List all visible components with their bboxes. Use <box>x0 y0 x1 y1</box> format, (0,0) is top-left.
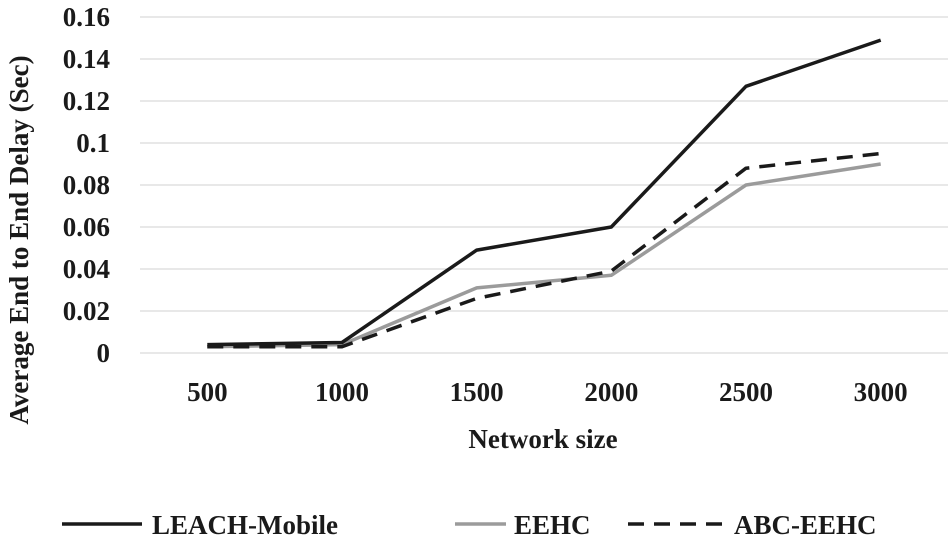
gridlines <box>140 16 948 354</box>
y-tick-label: 0.16 <box>63 2 110 32</box>
x-axis-ticks: 500 1000 1500 2000 2500 3000 <box>187 377 908 407</box>
legend-label: EEHC <box>514 510 591 540</box>
y-axis-ticks: 0 0.02 0.04 0.06 0.08 0.1 0.12 0.14 0.16 <box>63 2 110 368</box>
y-tick-label: 0.06 <box>63 212 110 242</box>
y-tick-label: 0 <box>97 338 111 368</box>
y-tick-label: 0.04 <box>63 254 110 284</box>
series-line-leach-mobile <box>207 38 882 347</box>
y-tick-label: 0.14 <box>63 44 110 74</box>
x-axis-title: Network size <box>468 424 617 454</box>
y-tick-label: 0.08 <box>63 170 110 200</box>
x-tick-label: 2500 <box>719 377 773 407</box>
y-tick-label: 0.02 <box>63 296 110 326</box>
x-tick-label: 3000 <box>854 377 908 407</box>
series-line-abc-eehc <box>207 151 881 349</box>
legend: LEACH-Mobile EEHC ABC-EEHC <box>62 510 877 540</box>
legend-label: ABC-EEHC <box>734 510 877 540</box>
series-lines <box>207 38 882 349</box>
y-axis-title: Average End to End Delay (Sec) <box>4 55 34 424</box>
x-tick-label: 1500 <box>450 377 504 407</box>
y-tick-label: 0.1 <box>76 128 110 158</box>
x-tick-label: 2000 <box>584 377 638 407</box>
series-line-eehc <box>207 162 881 349</box>
x-tick-label: 500 <box>187 377 228 407</box>
y-tick-label: 0.12 <box>63 86 110 116</box>
legend-label: LEACH-Mobile <box>152 510 338 540</box>
x-tick-label: 1000 <box>315 377 369 407</box>
